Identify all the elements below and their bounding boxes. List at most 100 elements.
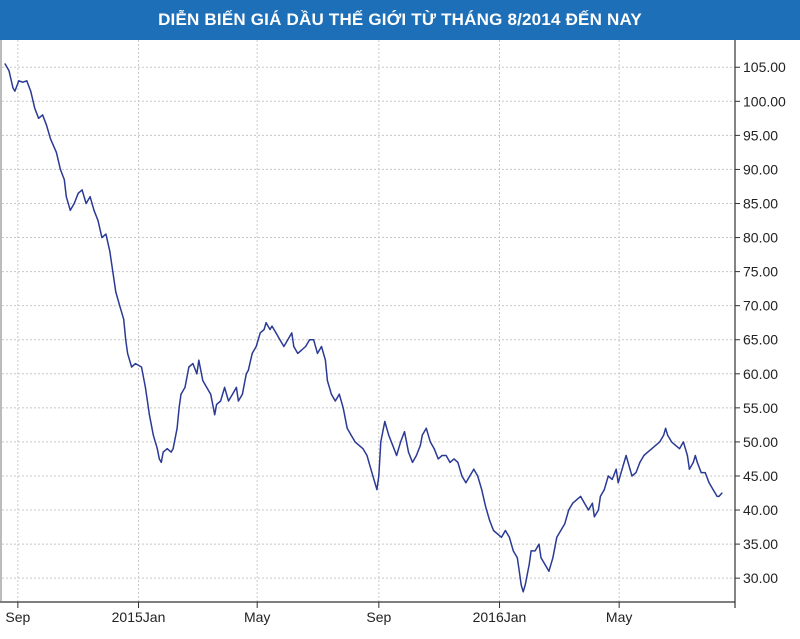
data-point [568, 509, 570, 511]
data-point [635, 471, 637, 474]
data-point [275, 332, 277, 334]
y-tick-label: 45.00 [743, 468, 778, 484]
x-tick-label: May [244, 609, 270, 625]
y-tick-label: 90.00 [743, 161, 778, 177]
data-point [572, 502, 574, 504]
data-point [26, 80, 28, 82]
data-point [8, 70, 10, 72]
y-tick-label: 100.00 [743, 93, 786, 109]
data-point [621, 468, 623, 470]
data-point [188, 366, 190, 368]
data-point [245, 373, 247, 375]
data-point [380, 441, 382, 443]
data-point [338, 393, 340, 395]
y-tick-label: 40.00 [743, 502, 778, 518]
data-point [686, 454, 688, 457]
y-tick-label: 50.00 [743, 434, 778, 450]
data-point [704, 471, 706, 474]
data-point [524, 584, 526, 586]
data-point [271, 325, 273, 327]
data-point [441, 454, 443, 457]
data-point [518, 570, 520, 572]
data-point [63, 179, 65, 181]
data-point [130, 366, 133, 368]
data-point [477, 475, 479, 477]
data-point [370, 468, 372, 470]
y-tick-label: 75.00 [743, 264, 778, 280]
data-point [293, 345, 295, 348]
data-point [421, 434, 423, 436]
data-point [346, 427, 348, 429]
data-point [198, 359, 200, 361]
y-tick-label: 60.00 [743, 366, 778, 382]
data-point [255, 345, 257, 348]
data-point [227, 400, 230, 402]
data-point [140, 366, 143, 368]
data-point [148, 414, 150, 416]
data-point [599, 495, 601, 498]
data-point [81, 189, 83, 191]
data-point [700, 471, 702, 474]
data-point [59, 168, 61, 171]
data-point [144, 386, 147, 389]
y-tick-label: 65.00 [743, 332, 778, 348]
y-tick-label: 55.00 [743, 400, 778, 416]
data-point [593, 516, 596, 518]
data-point [465, 482, 467, 484]
data-point [530, 550, 532, 552]
data-point [615, 468, 617, 470]
data-point [419, 444, 421, 446]
data-point [678, 448, 681, 450]
data-point [617, 482, 619, 484]
data-point [591, 502, 594, 504]
data-point [522, 591, 524, 593]
data-point [152, 434, 154, 436]
data-point [237, 400, 239, 402]
data-point [342, 407, 344, 409]
data-point [629, 468, 631, 470]
data-point [538, 543, 540, 545]
y-tick-label: 95.00 [743, 127, 778, 143]
data-point [603, 489, 605, 491]
data-point [291, 332, 293, 334]
data-point [560, 529, 562, 532]
data-point [287, 339, 289, 341]
data-point [576, 499, 578, 501]
y-tick-label: 35.00 [743, 536, 778, 552]
data-point [597, 509, 599, 511]
data-point [134, 362, 137, 365]
data-point [115, 291, 117, 293]
data-point [166, 448, 168, 450]
data-point [69, 209, 71, 211]
data-point [587, 509, 590, 511]
data-point [437, 458, 439, 460]
data-point [647, 451, 649, 453]
data-point [415, 454, 418, 457]
data-point [429, 441, 431, 443]
data-point [512, 550, 514, 552]
data-point [41, 114, 44, 116]
data-point [374, 482, 376, 484]
data-point [125, 339, 127, 341]
x-tick-label: 2015Jan [112, 609, 166, 625]
data-point [407, 451, 410, 453]
data-point [399, 441, 402, 443]
data-point [350, 434, 352, 436]
data-point [411, 461, 414, 463]
data-point [119, 305, 121, 307]
data-point [158, 458, 160, 460]
data-point [682, 441, 685, 443]
y-tick-label: 80.00 [743, 230, 778, 246]
data-point [235, 386, 238, 389]
data-point [279, 339, 281, 341]
data-point [251, 352, 253, 354]
data-point [160, 461, 162, 463]
data-point [283, 345, 285, 348]
data-point [206, 386, 208, 389]
data-point [362, 448, 364, 450]
data-point [611, 478, 613, 480]
x-tick-label: Sep [366, 609, 391, 625]
line-chart: 105.00 100.00 95.00 90.00 85.00 80.00 75.00 70.… [0, 40, 800, 634]
data-point [358, 444, 360, 446]
data-point [449, 461, 451, 463]
